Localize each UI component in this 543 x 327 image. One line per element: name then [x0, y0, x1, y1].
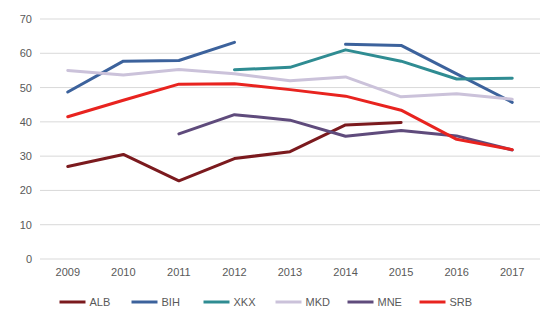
- legend-label: MNE: [378, 296, 402, 308]
- legend-label: SRB: [450, 296, 473, 308]
- chart: 0 10 20 30 40 50 60 70 2009 2010 2011 2012 2013 2014 2…: [0, 0, 543, 327]
- x-tick-label: 2009: [56, 266, 80, 278]
- legend-swatch: [420, 301, 446, 304]
- legend-swatch: [132, 301, 158, 304]
- legend-swatch: [276, 301, 302, 304]
- series-line: [68, 69, 512, 99]
- grid-line: [40, 87, 540, 88]
- legend-label: ALB: [90, 296, 111, 308]
- legend-swatch: [348, 301, 374, 304]
- grid-line: [40, 190, 540, 191]
- x-tick-label: 2013: [278, 266, 302, 278]
- legend-swatch: [204, 301, 230, 304]
- x-tick-label: 2015: [389, 266, 413, 278]
- grid-line: [40, 224, 540, 225]
- series-line: [68, 123, 401, 181]
- y-tick-label: 20: [20, 184, 32, 196]
- y-tick-label: 70: [20, 13, 32, 25]
- series-line: [68, 84, 512, 150]
- x-tick-label: 2017: [500, 266, 524, 278]
- series-line: [234, 50, 512, 79]
- legend-label: XKX: [234, 296, 257, 308]
- legend-swatch: [60, 301, 86, 304]
- grid-line: [40, 53, 540, 54]
- x-tick-label: 2014: [333, 266, 357, 278]
- grid-line: [40, 259, 540, 260]
- plot-lines: [68, 42, 512, 181]
- x-tick-label: 2010: [111, 266, 135, 278]
- legend-label: MKD: [306, 296, 331, 308]
- series-line: [68, 42, 512, 102]
- y-tick-label: 0: [26, 253, 32, 265]
- grid-line: [40, 19, 540, 20]
- x-tick-label: 2012: [222, 266, 246, 278]
- x-tick-label: 2011: [167, 266, 191, 278]
- y-tick-label: 40: [20, 116, 32, 128]
- y-tick-label: 30: [20, 150, 32, 162]
- y-tick-label: 10: [20, 219, 32, 231]
- y-tick-label: 60: [20, 47, 32, 59]
- x-tick-label: 2016: [444, 266, 468, 278]
- legend-label: BIH: [162, 296, 180, 308]
- series-line: [179, 115, 512, 150]
- y-tick-label: 50: [20, 82, 32, 94]
